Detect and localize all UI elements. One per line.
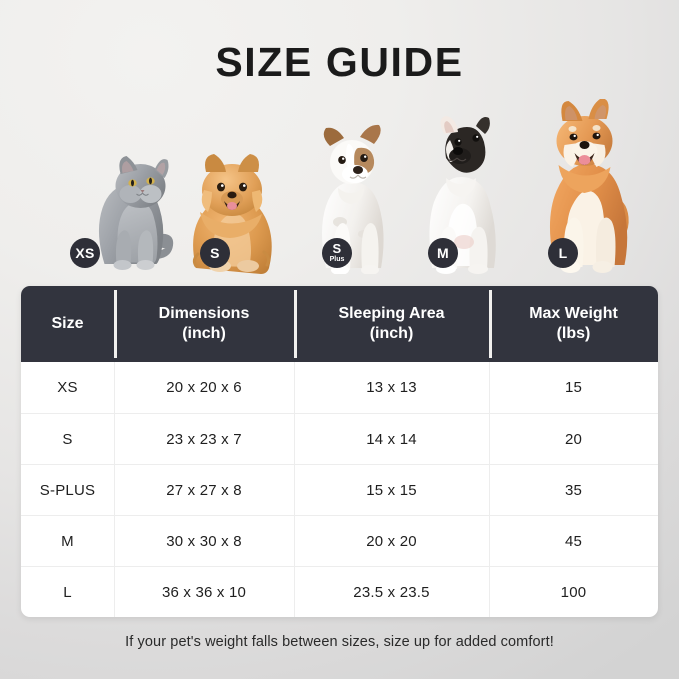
column-header-line1: Max Weight xyxy=(529,304,618,322)
size-chart-table: Size Dimensions (inch) Sleeping Area (in… xyxy=(21,286,658,617)
table-header-row: Size Dimensions (inch) Sleeping Area (in… xyxy=(21,286,658,362)
pet-figure-xs: XS xyxy=(60,146,185,274)
pet-figure-s: S xyxy=(172,144,292,274)
column-header-max-weight: Max Weight (lbs) xyxy=(489,286,658,362)
cell-max-weight: 100 xyxy=(489,567,658,617)
table-row: S-PLUS 27 x 27 x 8 15 x 15 35 xyxy=(21,464,658,515)
shiba-inu-dog-icon xyxy=(549,99,629,273)
cell-size: M xyxy=(61,532,74,550)
cell-sleeping-area: 15 x 15 xyxy=(294,465,489,515)
column-header-line2: (inch) xyxy=(369,325,414,342)
page-title: SIZE GUIDE xyxy=(215,39,464,85)
orange-pomeranian-dog-icon xyxy=(192,154,272,274)
footer-note: If your pet's weight falls between sizes… xyxy=(125,634,554,650)
size-badge-label: XS xyxy=(75,245,95,261)
table-row: XS 20 x 20 x 6 13 x 13 15 xyxy=(21,362,658,413)
table-row: M 30 x 30 x 8 20 x 20 45 xyxy=(21,515,658,566)
cell-size: XS xyxy=(57,379,78,396)
column-header-size: Size xyxy=(21,286,114,362)
column-header-sleeping-area: Sleeping Area (inch) xyxy=(294,286,489,362)
size-badge-m: M xyxy=(428,238,458,268)
grey-british-shorthair-cat-icon xyxy=(98,156,173,270)
french-bulldog-icon xyxy=(429,116,496,274)
cell-dimensions: 20 x 20 x 6 xyxy=(114,362,294,413)
pet-figure-s-plus: S Plus xyxy=(300,122,400,274)
pet-figure-l: L xyxy=(520,99,645,274)
size-badge-label: M xyxy=(437,245,449,261)
cell-size: S xyxy=(62,430,73,448)
table-body: XS 20 x 20 x 6 13 x 13 15 S 23 x 23 x 7 … xyxy=(21,362,658,617)
column-header-line1: Sleeping Area xyxy=(338,304,445,322)
cell-dimensions: 36 x 36 x 10 xyxy=(114,567,294,617)
pet-figure-m: M xyxy=(410,116,510,274)
cell-max-weight: 35 xyxy=(489,465,658,515)
size-badge-xs: XS xyxy=(70,238,100,268)
size-badge-l: L xyxy=(548,238,578,268)
size-badge-label: S xyxy=(332,241,342,256)
cell-sleeping-area: 20 x 20 xyxy=(294,516,489,566)
column-header-line1: Size xyxy=(51,314,84,332)
size-badge-s-plus: S Plus xyxy=(322,238,352,268)
size-badge-sublabel: Plus xyxy=(329,256,345,263)
cell-max-weight: 45 xyxy=(489,516,658,566)
column-header-line1: Dimensions xyxy=(158,304,250,322)
cell-max-weight: 20 xyxy=(489,414,658,464)
cell-max-weight: 15 xyxy=(489,362,658,413)
column-header-line2: (lbs) xyxy=(556,325,591,342)
cell-sleeping-area: 14 x 14 xyxy=(294,414,489,464)
cell-sleeping-area: 13 x 13 xyxy=(294,362,489,413)
cell-dimensions: 23 x 23 x 7 xyxy=(114,414,294,464)
column-header-line2: (inch) xyxy=(182,325,226,342)
cell-dimensions: 30 x 30 x 8 xyxy=(114,516,294,566)
cell-size: S-PLUS xyxy=(39,481,96,499)
size-badge-s: S xyxy=(200,238,230,268)
table-row: S 23 x 23 x 7 14 x 14 20 xyxy=(21,413,658,464)
size-badge-label: S xyxy=(210,245,220,261)
table-row: L 36 x 36 x 10 23.5 x 23.5 100 xyxy=(21,566,658,617)
cell-dimensions: 27 x 27 x 8 xyxy=(114,465,294,515)
pet-illustration-row: XS xyxy=(20,99,659,274)
cell-size: L xyxy=(63,583,72,601)
size-badge-label: L xyxy=(558,245,568,261)
column-header-dimensions: Dimensions (inch) xyxy=(114,286,294,362)
cell-sleeping-area: 23.5 x 23.5 xyxy=(294,567,489,617)
